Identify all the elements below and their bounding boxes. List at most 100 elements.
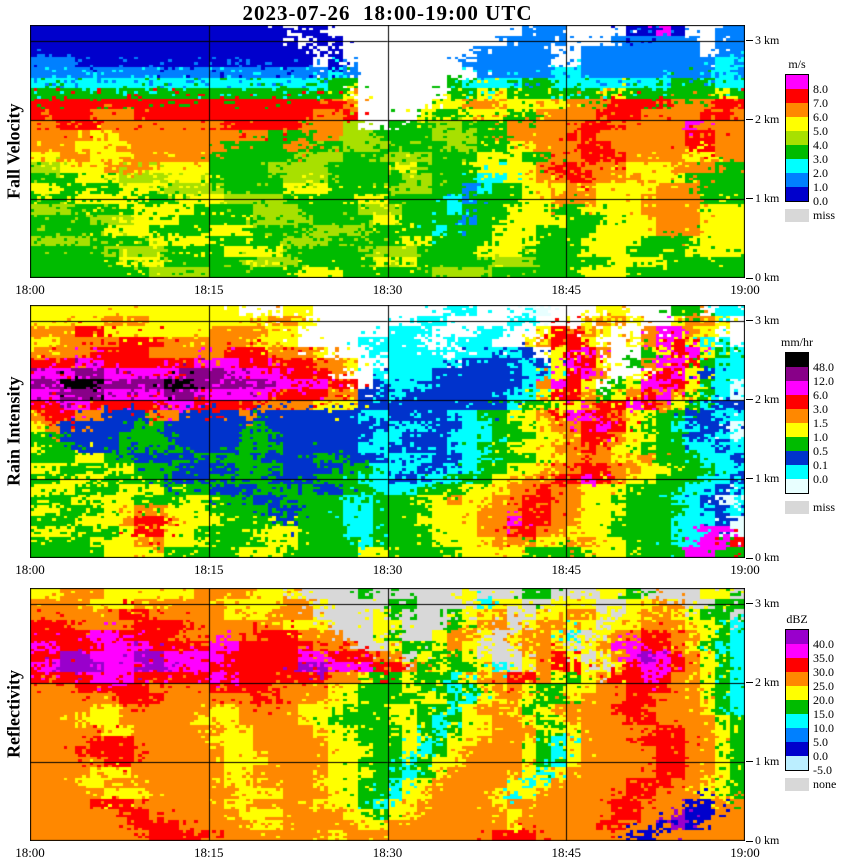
y-tick-mark — [746, 603, 753, 605]
colorbar-segment — [786, 742, 808, 756]
colorbar-segment — [786, 630, 808, 644]
x-tick-label: 18:45 — [551, 282, 582, 297]
colorbar-segment — [786, 423, 808, 437]
colorbar-tick-label: 12.0 — [813, 374, 834, 388]
colorbar-segment — [786, 367, 808, 381]
reflectivity-heatmap — [30, 588, 745, 841]
colorbar-segment — [786, 728, 808, 742]
fall-velocity-heatmap — [30, 25, 745, 278]
y-tick-label: 3 km — [755, 595, 780, 610]
colorbar-tick-label: 3.0 — [813, 402, 828, 416]
y-tick-mark — [746, 478, 753, 480]
colorbar-missing-label: miss — [813, 500, 836, 514]
x-tick-label: 18:00 — [15, 845, 45, 860]
y-tick-mark — [746, 557, 753, 559]
colorbar-segment — [786, 75, 808, 89]
x-tick-label: 19:00 — [730, 562, 760, 577]
colorbar-segment — [786, 672, 808, 686]
colorbar-segment — [786, 686, 808, 700]
y-tick-mark — [746, 682, 753, 684]
y-tick-mark — [746, 40, 753, 42]
panel-label-rain-intensity: Rain Intensity — [3, 376, 24, 487]
colorbar-segment — [786, 173, 808, 187]
y-tick-mark — [746, 119, 753, 121]
colorbar-tick-label: 1.5 — [813, 416, 828, 430]
colorbar-tick-label: 15.0 — [813, 707, 834, 721]
colorbar-tick-label: 5.0 — [813, 735, 828, 749]
y-tick-label: 0 km — [755, 833, 780, 847]
y-tick-label: 2 km — [755, 391, 780, 406]
colorbar-missing-swatch — [785, 501, 809, 514]
x-tick-label: 18:15 — [193, 562, 224, 577]
y-tick-mark — [746, 399, 753, 401]
colorbar-segment — [786, 353, 808, 367]
colorbar-tick-label: 0.0 — [813, 194, 828, 208]
y-tick-label: 0 km — [755, 270, 780, 284]
y-tick-mark — [746, 320, 753, 322]
colorbar-tick-label: 1.0 — [813, 180, 828, 194]
y-tick-mark — [746, 840, 753, 842]
colorbar — [785, 629, 809, 771]
y-tick-label: 3 km — [755, 312, 780, 327]
colorbar-segment — [786, 465, 808, 479]
y-tick-label: 2 km — [755, 111, 780, 126]
colorbar-segment — [786, 756, 808, 770]
colorbar-tick-label: 40.0 — [813, 637, 834, 651]
colorbar-segment — [786, 89, 808, 103]
colorbar-tick-label: 30.0 — [813, 665, 834, 679]
x-tick-label: 18:15 — [193, 282, 224, 297]
colorbar-missing-swatch — [785, 778, 809, 791]
colorbar-tick-label: 3.0 — [813, 152, 828, 166]
x-tick-label: 18:00 — [15, 282, 45, 297]
colorbar-segment — [786, 409, 808, 423]
y-tick-label: 1 km — [755, 753, 780, 768]
colorbar-tick-label: 0.0 — [813, 749, 828, 763]
colorbar-unit-label: dBZ — [786, 612, 808, 626]
colorbar-missing-label: miss — [813, 208, 836, 222]
colorbar-tick-label: 10.0 — [813, 721, 834, 735]
colorbar-tick-label: 7.0 — [813, 96, 828, 110]
y-tick-mark — [746, 761, 753, 763]
x-tick-label: 19:00 — [730, 845, 760, 860]
colorbar-segment — [786, 145, 808, 159]
x-tick-label: 18:30 — [372, 282, 403, 297]
x-tick-label: 18:45 — [551, 562, 582, 577]
colorbar-tick-label: -5.0 — [813, 763, 832, 777]
x-tick-label: 18:30 — [372, 845, 403, 860]
colorbar-segment — [786, 700, 808, 714]
colorbar-tick-label: 20.0 — [813, 693, 834, 707]
colorbar-tick-label: 8.0 — [813, 82, 828, 96]
colorbar-unit-label: mm/hr — [781, 335, 813, 349]
colorbar-segment — [786, 131, 808, 145]
colorbar-segment — [786, 437, 808, 451]
colorbar-segment — [786, 187, 808, 201]
colorbar-segment — [786, 103, 808, 117]
colorbar-missing-swatch — [785, 209, 809, 222]
colorbar-segment — [786, 395, 808, 409]
colorbar-tick-label: 0.5 — [813, 444, 828, 458]
colorbar-tick-label: 1.0 — [813, 430, 828, 444]
y-tick-label: 1 km — [755, 470, 780, 485]
colorbar-segment — [786, 451, 808, 465]
y-tick-label: 1 km — [755, 190, 780, 205]
y-tick-mark — [746, 198, 753, 200]
colorbar-missing-label: none — [813, 777, 837, 791]
colorbar-tick-label: 25.0 — [813, 679, 834, 693]
y-tick-label: 0 km — [755, 550, 780, 564]
colorbar-segment — [786, 714, 808, 728]
y-tick-label: 3 km — [755, 32, 780, 47]
colorbar-segment — [786, 658, 808, 672]
colorbar-tick-label: 48.0 — [813, 360, 834, 374]
colorbar-tick-label: 6.0 — [813, 110, 828, 124]
colorbar-segment — [786, 644, 808, 658]
colorbar — [785, 74, 809, 202]
rain-intensity-heatmap — [30, 305, 745, 558]
colorbar-segment — [786, 159, 808, 173]
colorbar-tick-label: 0.0 — [813, 472, 828, 486]
y-tick-mark — [746, 277, 753, 279]
x-tick-label: 19:00 — [730, 282, 760, 297]
x-tick-label: 18:30 — [372, 562, 403, 577]
colorbar-tick-label: 35.0 — [813, 651, 834, 665]
colorbar — [785, 352, 809, 494]
